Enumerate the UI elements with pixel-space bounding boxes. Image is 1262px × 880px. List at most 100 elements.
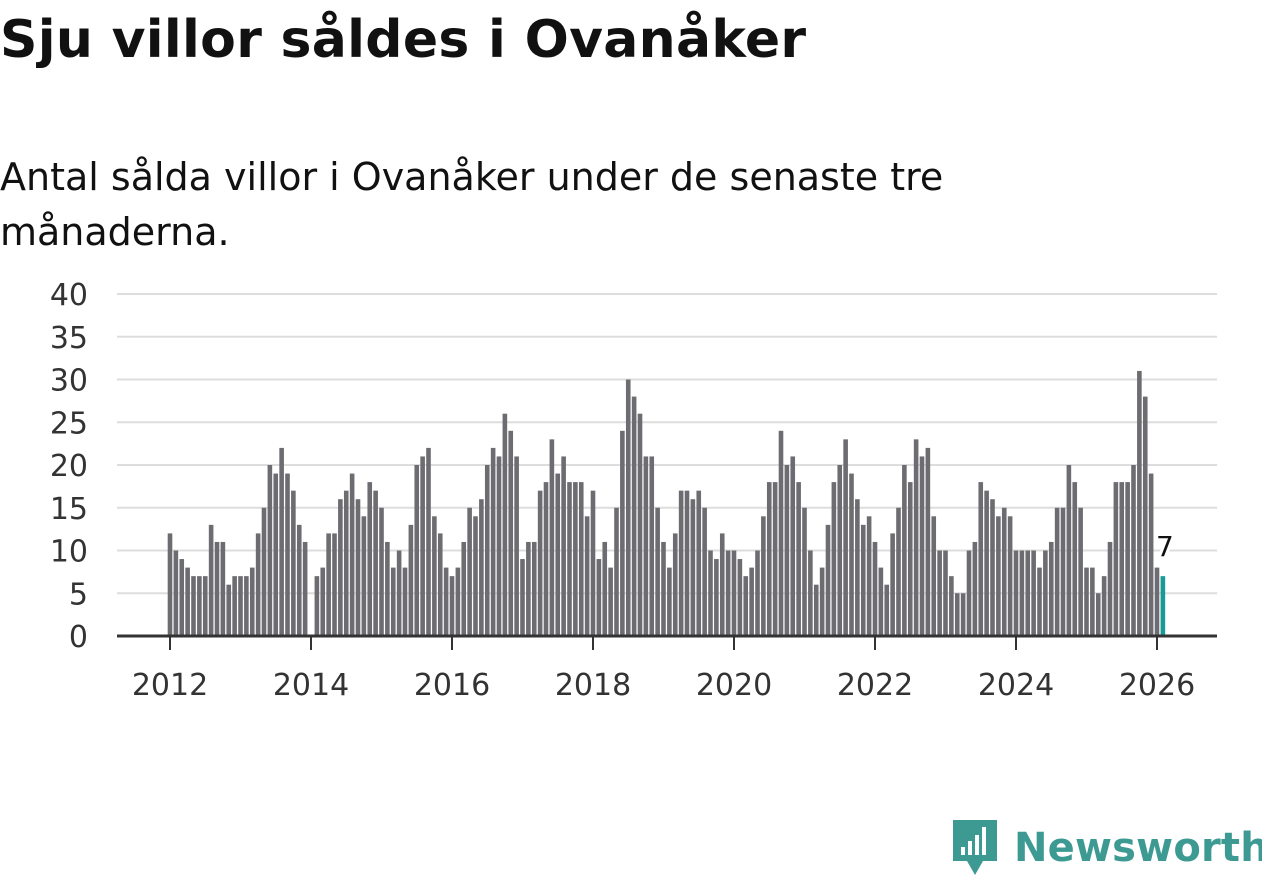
bar bbox=[866, 516, 872, 636]
bar bbox=[1142, 396, 1148, 636]
bar bbox=[796, 482, 801, 636]
bar bbox=[461, 541, 467, 636]
bar bbox=[167, 533, 173, 636]
bar bbox=[490, 447, 496, 636]
bar bbox=[1125, 482, 1130, 636]
bar bbox=[684, 490, 690, 636]
bar bbox=[338, 499, 343, 636]
bar bbox=[449, 576, 455, 636]
bar bbox=[614, 507, 619, 636]
bar bbox=[355, 499, 361, 636]
bar bbox=[561, 456, 566, 636]
bar bbox=[244, 576, 249, 636]
bar bbox=[872, 541, 878, 636]
bar bbox=[737, 559, 743, 636]
bar bbox=[426, 447, 431, 636]
bar bbox=[1031, 550, 1036, 636]
bar bbox=[1113, 482, 1119, 636]
bar bbox=[931, 516, 937, 636]
bar bbox=[1001, 507, 1007, 636]
bar bbox=[526, 541, 531, 636]
bar bbox=[855, 499, 860, 636]
bar bbox=[1043, 550, 1048, 636]
bar bbox=[884, 584, 890, 636]
bar bbox=[226, 584, 232, 636]
bar bbox=[937, 550, 942, 636]
y-tick-label: 25 bbox=[50, 406, 88, 441]
bar bbox=[913, 439, 919, 636]
bar bbox=[984, 490, 989, 636]
bar bbox=[296, 524, 302, 636]
bar bbox=[267, 465, 273, 636]
bar bbox=[467, 507, 472, 636]
bar bbox=[484, 465, 490, 636]
bar bbox=[702, 507, 707, 636]
bar bbox=[667, 567, 672, 636]
x-tick-label: 2016 bbox=[414, 668, 490, 703]
bar bbox=[202, 576, 208, 636]
bar bbox=[690, 499, 696, 636]
y-tick-label: 20 bbox=[50, 449, 88, 484]
bar bbox=[719, 533, 725, 636]
brand-name: Newsworthy bbox=[1014, 825, 1262, 871]
bar bbox=[361, 516, 367, 636]
bar bbox=[643, 456, 649, 636]
bar bbox=[214, 541, 220, 636]
labels: 0 5 10 15 20 25 30 35 40 2012 2014 2016 2018 2020 2022… bbox=[50, 278, 1195, 703]
axes bbox=[117, 634, 1217, 650]
bar bbox=[725, 550, 731, 636]
bar bbox=[273, 473, 279, 636]
bar bbox=[919, 456, 925, 636]
bar bbox=[637, 413, 643, 636]
bar bbox=[1060, 507, 1066, 636]
bar bbox=[1095, 593, 1101, 636]
bar bbox=[813, 584, 819, 636]
bar bbox=[1025, 550, 1031, 636]
bar bbox=[1007, 516, 1013, 636]
y-tick-label: 40 bbox=[50, 278, 88, 313]
bar bbox=[1054, 507, 1060, 636]
bar bbox=[631, 396, 637, 636]
bar bbox=[432, 516, 437, 636]
bar bbox=[790, 456, 796, 636]
bar bbox=[672, 533, 678, 636]
bar bbox=[954, 593, 960, 636]
bar bbox=[396, 550, 402, 636]
bar bbox=[285, 473, 290, 636]
bar bbox=[555, 473, 561, 636]
bar bbox=[291, 490, 296, 636]
bar bbox=[379, 507, 384, 636]
bar bbox=[520, 559, 525, 636]
bar bbox=[996, 516, 1001, 636]
bar bbox=[625, 379, 631, 636]
bar bbox=[761, 516, 766, 636]
bar bbox=[1072, 482, 1078, 636]
bar bbox=[455, 567, 461, 636]
bar bbox=[414, 465, 420, 636]
bar bbox=[755, 550, 760, 636]
bar bbox=[1019, 550, 1025, 636]
bar bbox=[655, 507, 660, 636]
bar bbox=[197, 576, 202, 636]
bar bbox=[620, 430, 625, 636]
bar bbox=[843, 439, 848, 636]
bar bbox=[749, 567, 754, 636]
bar bbox=[890, 533, 895, 636]
bar bbox=[602, 541, 608, 636]
bar bbox=[302, 541, 308, 636]
x-tick-label: 2020 bbox=[696, 668, 772, 703]
bar bbox=[326, 533, 331, 636]
bar bbox=[1101, 576, 1107, 636]
bar bbox=[608, 567, 613, 636]
bar bbox=[420, 456, 425, 636]
bar bbox=[784, 465, 790, 636]
bar bbox=[596, 559, 602, 636]
x-tick-label: 2014 bbox=[273, 668, 349, 703]
bar bbox=[878, 567, 884, 636]
bar bbox=[831, 482, 837, 636]
brand[interactable]: Newsworthy bbox=[950, 816, 1262, 880]
bar bbox=[1048, 541, 1054, 636]
x-tick-label: 2018 bbox=[555, 668, 631, 703]
bar bbox=[1090, 567, 1095, 636]
